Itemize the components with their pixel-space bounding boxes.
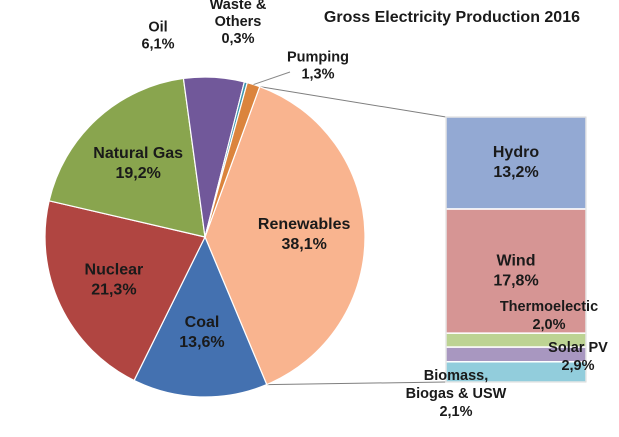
pie-name-label-nuclear: Nuclear [85, 261, 144, 278]
pie-value-label-nuclear: 21,3% [91, 281, 136, 298]
pie-value-label-renewables: 38,1% [281, 236, 326, 253]
bar-name-label-biomass-biogas-usw: Biogas & USW [406, 386, 507, 402]
pie-name-label-pumping: Pumping [287, 49, 349, 65]
connector-bottom [266, 381, 447, 386]
bar-name-label-solar-pv: Solar PV [548, 340, 608, 356]
breakdown-bar [445, 116, 587, 383]
bar-name-label-thermoelectic: Thermoelectic [500, 299, 598, 315]
pie-slice-natural-gas [48, 77, 206, 238]
pie-slice-nuclear [44, 200, 206, 382]
pie-name-label-renewables: Renewables [258, 216, 351, 233]
connector-top [259, 86, 447, 118]
bar-value-label-wind: 17,8% [493, 272, 538, 289]
pie-name-label-oil: Oil [148, 19, 167, 35]
breakdown-connectors [259, 86, 447, 386]
bar-segment-wind [445, 208, 587, 334]
bar-outline [445, 116, 587, 383]
pie-slice-pumping [204, 81, 261, 238]
pie-name-label-waste-others: Waste & [210, 0, 267, 13]
bar-value-label-solar-pv: 2,9% [561, 358, 594, 374]
pie-name-label-waste-others: Others [215, 14, 262, 30]
pie-value-label-waste-others: 0,3% [221, 31, 254, 47]
chart-title: Gross Electricity Production 2016 [324, 9, 580, 26]
bar-name-label-biomass-biogas-usw: Biomass, [424, 368, 488, 384]
bar-name-label-wind: Wind [497, 252, 536, 269]
bar-segment-hydro [445, 116, 587, 210]
pie-name-label-natural-gas: Natural Gas [93, 145, 183, 162]
bar-value-label-hydro: 13,2% [493, 164, 538, 181]
pie-value-label-pumping: 1,3% [301, 66, 334, 82]
pie-value-label-coal: 13,6% [179, 334, 224, 351]
pie-value-label-oil: 6,1% [141, 36, 174, 52]
leader-line-pumping [253, 71, 291, 86]
pie [44, 76, 366, 398]
labels: Renewables 38,1% Coal 13,6% Nuclear 21,3% Natu… [85, 0, 609, 420]
bar-name-label-hydro: Hydro [493, 144, 539, 161]
pie-slice-coal [133, 235, 268, 398]
pie-slice-renewables [204, 85, 366, 386]
pie-value-label-natural-gas: 19,2% [115, 165, 160, 182]
pie-name-label-coal: Coal [185, 314, 220, 331]
bar-value-label-biomass-biogas-usw: 2,1% [439, 404, 472, 420]
bar-value-label-thermoelectic: 2,0% [532, 317, 565, 333]
